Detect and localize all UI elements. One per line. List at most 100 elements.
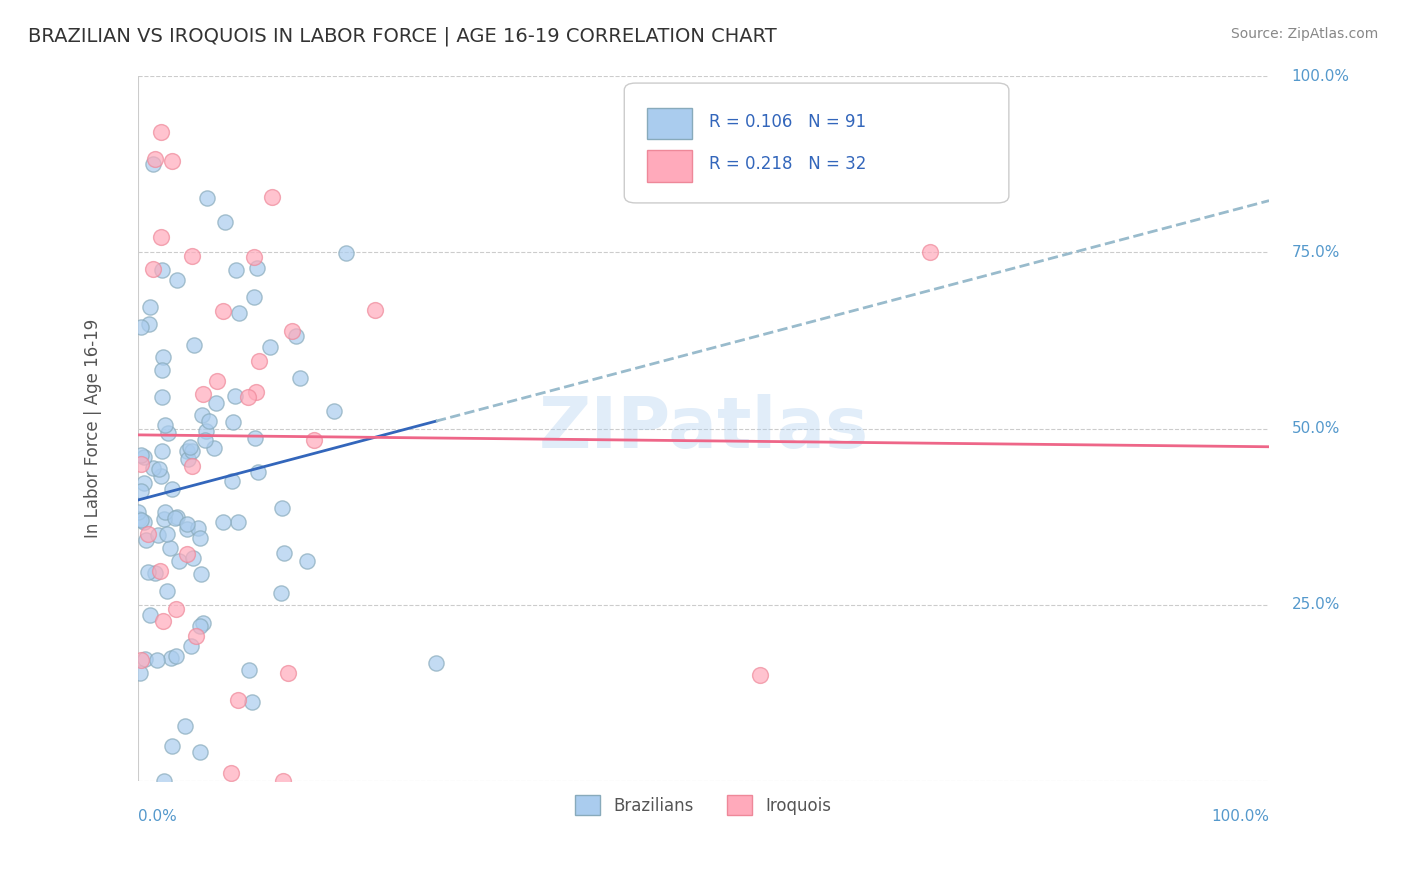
Point <box>245 385 267 400</box>
Point <box>277 665 299 680</box>
Point <box>145 653 167 667</box>
Point <box>139 608 162 623</box>
Point <box>205 374 228 388</box>
Point <box>128 665 150 680</box>
Text: 0.0%: 0.0% <box>138 809 177 824</box>
Point <box>188 618 211 632</box>
Point <box>193 387 215 401</box>
Point <box>173 719 195 733</box>
Point <box>180 639 202 653</box>
Text: Source: ZipAtlas.com: Source: ZipAtlas.com <box>1230 27 1378 41</box>
Point <box>181 550 204 565</box>
Point <box>243 290 266 304</box>
Point <box>166 272 188 286</box>
Point <box>273 546 295 560</box>
Point <box>191 408 214 422</box>
Point <box>160 482 183 496</box>
Point <box>226 516 249 530</box>
Point <box>129 320 152 334</box>
Point <box>150 443 173 458</box>
Point <box>205 395 228 409</box>
Point <box>221 474 243 488</box>
Point <box>749 668 772 682</box>
Point <box>322 404 344 418</box>
Point <box>148 564 170 578</box>
Point <box>918 245 941 260</box>
Point <box>142 157 165 171</box>
Point <box>177 452 200 467</box>
Point <box>136 527 159 541</box>
Point <box>129 512 152 526</box>
Text: R = 0.218   N = 32: R = 0.218 N = 32 <box>709 155 866 173</box>
Point <box>302 434 325 448</box>
Point <box>129 449 152 463</box>
Point <box>152 614 174 628</box>
Point <box>134 515 156 529</box>
Point <box>236 390 259 404</box>
Point <box>149 125 172 139</box>
Text: 25.0%: 25.0% <box>1292 598 1340 612</box>
Point <box>226 693 249 707</box>
Point <box>290 371 312 385</box>
Point <box>187 521 209 535</box>
Point <box>195 191 218 205</box>
Text: ZIPatlas: ZIPatlas <box>538 394 869 463</box>
Point <box>165 602 187 616</box>
Point <box>167 554 190 568</box>
Point <box>270 500 292 515</box>
Point <box>176 547 198 561</box>
Point <box>202 441 225 455</box>
Point <box>270 586 292 600</box>
Point <box>194 433 217 447</box>
Point <box>180 443 202 458</box>
Point <box>195 424 218 438</box>
Point <box>138 317 160 331</box>
Point <box>134 475 156 490</box>
Point <box>153 418 176 433</box>
Point <box>134 652 156 666</box>
Point <box>281 324 304 338</box>
Point <box>271 774 294 789</box>
Point <box>143 566 166 580</box>
Text: BRAZILIAN VS IROQUOIS IN LABOR FORCE | AGE 16-19 CORRELATION CHART: BRAZILIAN VS IROQUOIS IN LABOR FORCE | A… <box>28 27 778 46</box>
Point <box>142 461 165 475</box>
Point <box>129 653 152 667</box>
Text: In Labor Force | Age 16-19: In Labor Force | Age 16-19 <box>83 318 101 538</box>
Point <box>160 739 183 753</box>
Point <box>190 566 212 581</box>
Point <box>246 466 269 480</box>
Point <box>260 190 283 204</box>
Point <box>224 388 246 402</box>
Point <box>128 512 150 526</box>
Point <box>150 230 173 244</box>
Point <box>243 431 266 445</box>
Point <box>156 425 179 440</box>
Point <box>240 695 263 709</box>
Point <box>246 260 269 275</box>
Point <box>159 541 181 556</box>
Point <box>297 553 319 567</box>
Point <box>139 300 162 314</box>
Bar <box>647 150 692 182</box>
Point <box>163 511 186 525</box>
Point <box>222 415 245 429</box>
Point <box>180 250 202 264</box>
Point <box>214 214 236 228</box>
Text: R = 0.106   N = 91: R = 0.106 N = 91 <box>709 113 866 131</box>
Point <box>188 531 211 545</box>
Point <box>153 505 176 519</box>
Point <box>228 306 250 320</box>
Point <box>183 338 205 352</box>
Point <box>166 510 188 524</box>
Point <box>146 528 169 542</box>
Point <box>150 390 173 404</box>
Point <box>179 440 201 454</box>
Bar <box>647 108 692 139</box>
Point <box>176 523 198 537</box>
Point <box>364 303 387 318</box>
Point <box>212 515 235 529</box>
Point <box>129 457 152 471</box>
Point <box>159 651 181 665</box>
Point <box>176 444 198 458</box>
Point <box>156 584 179 599</box>
